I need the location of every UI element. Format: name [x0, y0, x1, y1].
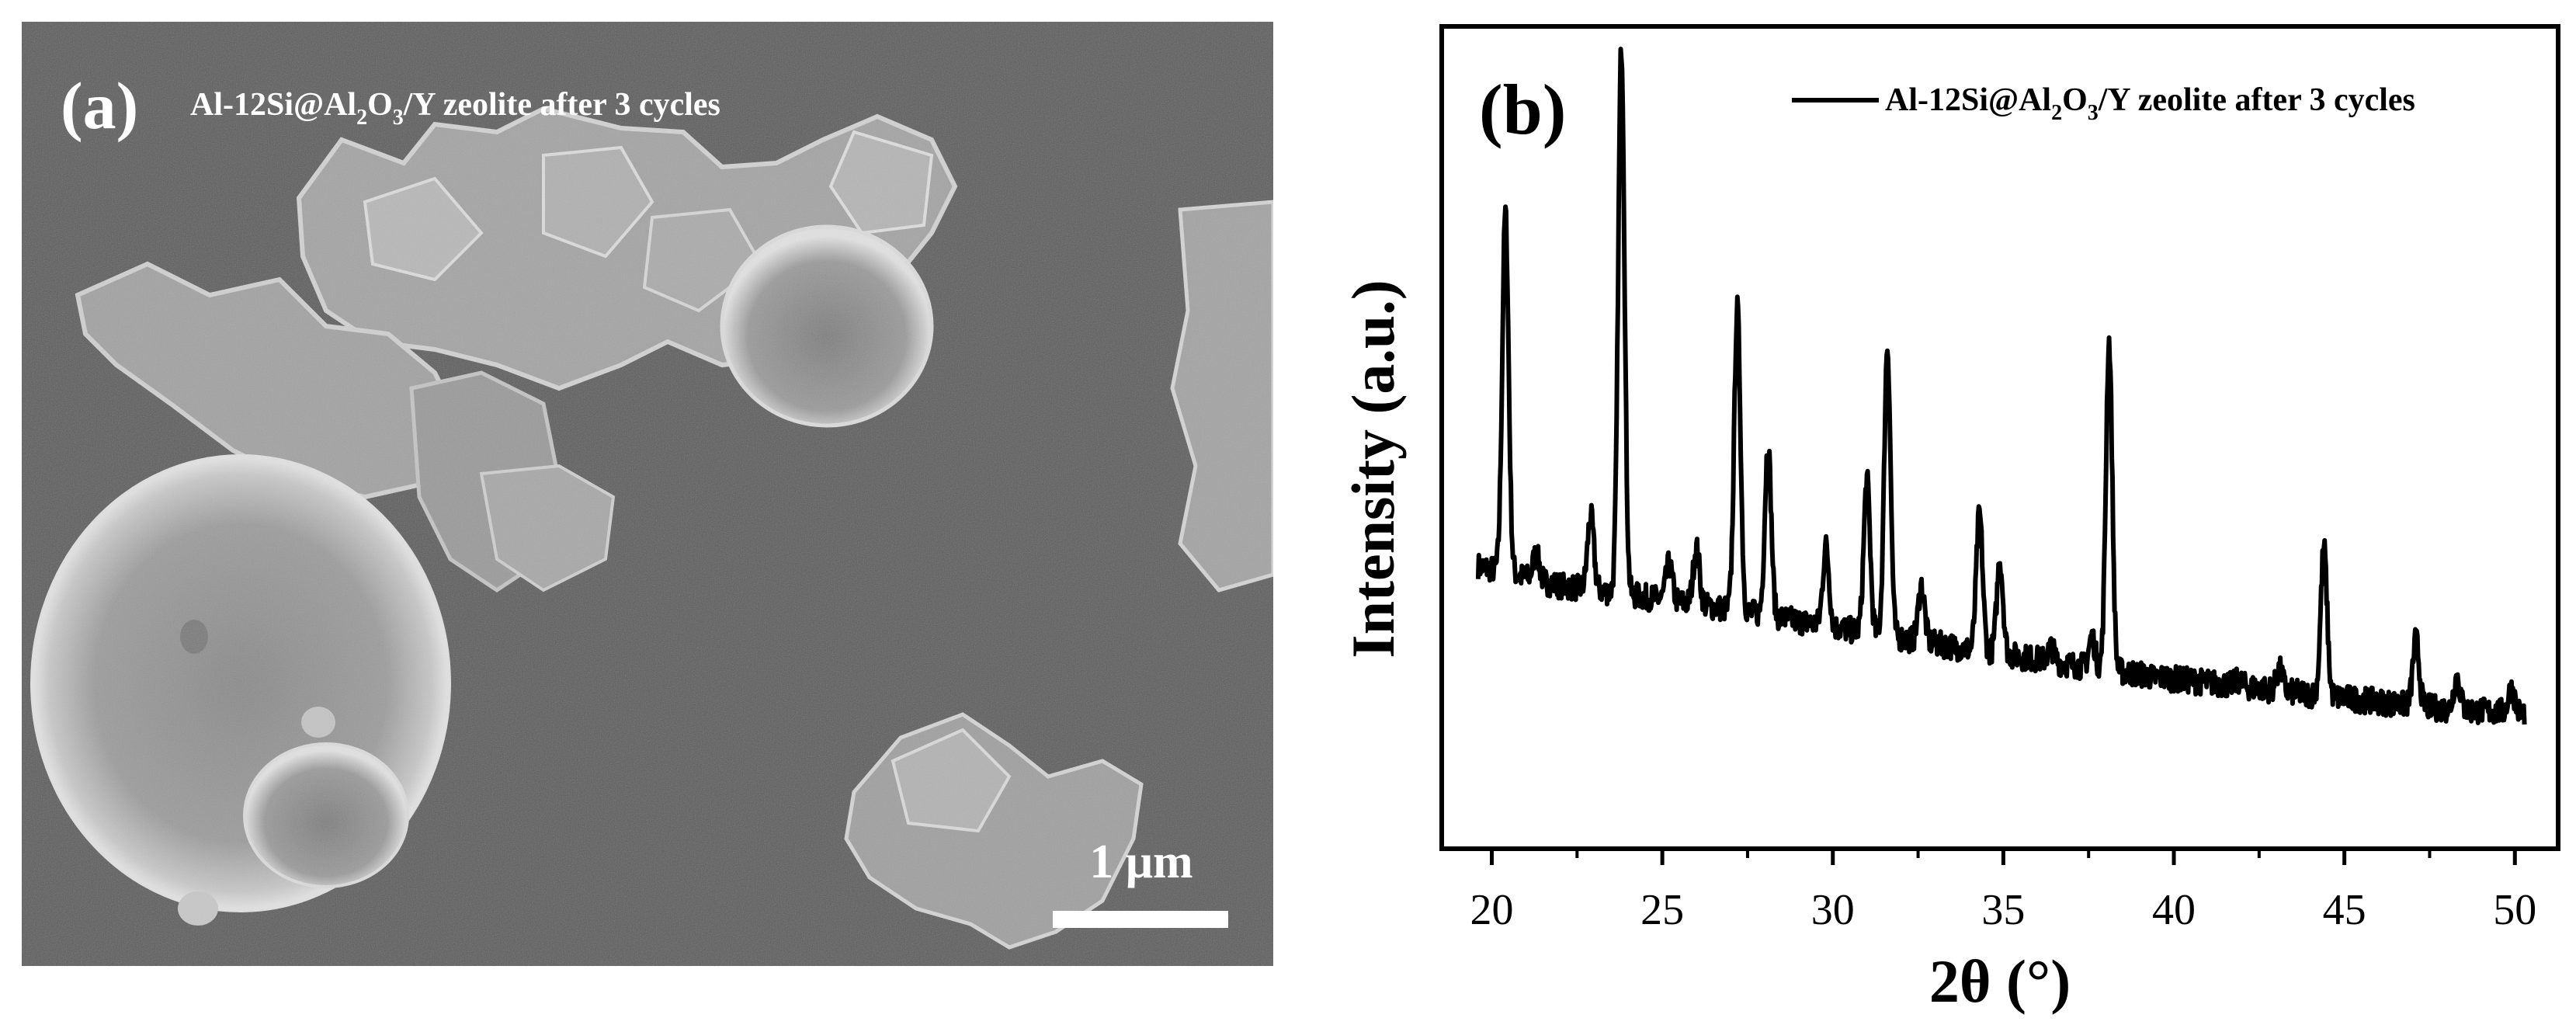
alloy-sphere-medium [720, 224, 934, 428]
panel-a-caption: Al-12Si@Al2O3/Y zeolite after 3 cycles [190, 87, 720, 130]
panel-a-label: (a) [61, 68, 138, 143]
plot-frame [1439, 24, 2560, 851]
x-tick-label: 20 [1470, 886, 1513, 934]
x-tick-label: 40 [2152, 886, 2196, 934]
scale-bar [1053, 911, 1228, 928]
x-tick-label: 25 [1640, 886, 1684, 934]
xrd-chart-panel: 20 25 30 35 40 45 50 (b) Al-12Si@Al2O3/Y zeoli… [1339, 24, 2560, 1015]
panel-b-label: (b) [1479, 70, 1566, 149]
xrd-pattern-line [1475, 47, 2527, 725]
scale-bar-label: 1 μm [1089, 836, 1193, 888]
x-axis-ticks: 20 25 30 35 40 45 50 [1470, 849, 2536, 934]
x-tick-label: 45 [2323, 886, 2366, 934]
x-tick-label: 50 [2493, 886, 2536, 934]
x-axis-title: 2θ (°) [1929, 947, 2071, 1015]
x-tick-label: 35 [1981, 886, 2025, 934]
sem-image-panel: (a) Al-12Si@Al2O3/Y zeolite after 3 cycl… [22, 22, 1273, 966]
y-axis-title: Intensity (a.u.) [1339, 280, 1407, 658]
x-tick-label: 30 [1811, 886, 1855, 934]
sem-particles [22, 22, 1273, 966]
legend-entry: Al-12Si@Al2O3/Y zeolite after 3 cycles [1885, 82, 2415, 125]
